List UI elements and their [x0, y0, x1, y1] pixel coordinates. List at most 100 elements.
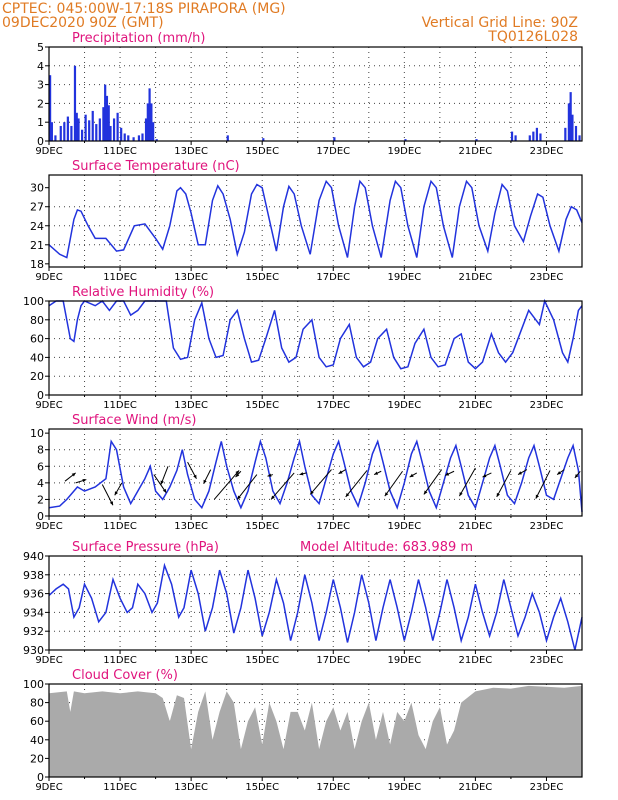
precip-bar	[569, 92, 572, 141]
temp-line	[48, 179, 583, 259]
y-tick-label: 2	[37, 493, 44, 506]
x-tick-label: 21DEC	[459, 272, 493, 283]
wind-arrow-head	[109, 501, 113, 506]
wind-title: Surface Wind (m/s)	[72, 413, 196, 428]
wind-arrow-head	[310, 490, 314, 495]
x-tick-label: 13DEC	[174, 400, 208, 411]
header-grid-line: Vertical Grid Line: 90Z	[422, 15, 578, 31]
pres-panel: 930 932 934 936 938 940 9DEC 11DEC 13DEC 15DEC 17D…	[23, 540, 583, 666]
wind-arrow-head	[267, 473, 272, 477]
wind-arrow	[384, 470, 403, 497]
precip-bar	[104, 84, 107, 141]
wind-arrow-head	[574, 474, 579, 478]
precip-bar	[226, 135, 229, 141]
x-tick-label: 17DEC	[316, 146, 350, 157]
x-tick-label: 15DEC	[245, 655, 279, 666]
temp-panel: 18 21 24 27 30 9DEC 11DEC 13DEC 15DEC 17DEC 19DEC 2…	[30, 159, 583, 283]
x-tick-label: 19DEC	[387, 782, 421, 793]
x-tick-label: 11DEC	[103, 521, 137, 532]
precip-bar	[63, 122, 66, 141]
wind-arrow-head	[271, 495, 275, 500]
precip-bar	[528, 135, 531, 141]
precip-bar	[152, 122, 155, 141]
y-tick-label: 0	[37, 135, 44, 148]
x-tick-label: 15DEC	[245, 782, 279, 793]
wind-arrow-head	[482, 474, 487, 478]
wind-arrow-head	[237, 495, 241, 500]
precip-bar	[539, 133, 542, 141]
precip-bar	[112, 118, 116, 141]
y-tick-label: 0	[37, 771, 44, 784]
x-tick-label: 13DEC	[174, 655, 208, 666]
y-tick-label: 18	[30, 258, 44, 271]
wind-panel: 0 2 4 6 8 10 9DEC 11DEC 13DEC 15DEC 17DEC 19DEC 21DE…	[30, 413, 583, 532]
wind-arrow	[153, 474, 167, 494]
precip-bar	[59, 125, 62, 141]
y-tick-label: 6	[37, 460, 44, 473]
frame	[48, 428, 583, 517]
wind-arrow	[309, 469, 332, 495]
precip-bar	[77, 118, 80, 141]
y-tick-label: 27	[30, 201, 44, 214]
wind-arrow-head	[445, 472, 450, 476]
wind-arrow-head	[71, 472, 76, 477]
precip-bar	[571, 114, 574, 141]
precip-bar	[404, 139, 407, 141]
frame	[48, 555, 583, 651]
precip-bar	[567, 103, 570, 141]
wind-arrow-head	[160, 480, 164, 485]
y-tick-label: 100	[23, 295, 44, 308]
y-tick-label: 8	[37, 444, 44, 457]
y-tick-label: 20	[30, 370, 44, 383]
x-tick-label: 9DEC	[35, 146, 62, 157]
header-location: CPTEC: 045:00W-17:18S PIRAPORA (MG)	[2, 1, 286, 17]
frame	[48, 174, 583, 268]
temp-title: Surface Temperature (nC)	[72, 159, 240, 174]
wind-arrow-head	[409, 473, 414, 478]
x-tick-label: 21DEC	[459, 655, 493, 666]
precip-bar	[127, 135, 130, 141]
wind-arrow-head	[203, 479, 207, 484]
x-tick-label: 15DEC	[245, 400, 279, 411]
precip-bar	[54, 135, 57, 141]
y-tick-label: 30	[30, 182, 44, 195]
cloud-area	[49, 685, 582, 777]
x-tick-label: 21DEC	[459, 782, 493, 793]
y-tick-label: 100	[23, 678, 44, 691]
x-tick-label: 23DEC	[530, 146, 564, 157]
header-code: TQ0126L028	[487, 29, 578, 45]
y-tick-label: 938	[23, 569, 44, 582]
precip-bar	[132, 137, 135, 141]
precip-bar	[102, 107, 105, 141]
x-tick-label: 9DEC	[35, 782, 62, 793]
precip-bar	[510, 131, 514, 141]
x-tick-label: 9DEC	[35, 272, 62, 283]
x-tick-label: 15DEC	[245, 146, 279, 157]
pres-subtitle: Model Altitude: 683.989 m	[300, 540, 473, 555]
precip-bar	[66, 116, 69, 141]
wind-arrow-head	[235, 470, 240, 475]
precip-bar	[49, 75, 52, 141]
precip-bar	[73, 65, 77, 141]
wind-arrow	[496, 470, 512, 498]
frame	[48, 46, 583, 142]
wind-arrow-head	[82, 479, 87, 483]
precip-bar	[475, 139, 478, 141]
precip-bar	[150, 103, 153, 141]
x-tick-label: 15DEC	[245, 521, 279, 532]
wind-arrow	[101, 484, 114, 506]
wind-arrow-head	[345, 493, 350, 497]
precip-bar	[98, 118, 101, 141]
y-tick-label: 21	[30, 239, 44, 252]
x-tick-label: 9DEC	[35, 655, 62, 666]
wind-arrow-head	[496, 492, 500, 497]
wind-arrow-head	[235, 473, 240, 478]
x-tick-label: 19DEC	[387, 272, 421, 283]
precip-bar	[141, 133, 144, 141]
precip-bar	[578, 135, 581, 141]
precip-bar	[535, 127, 539, 141]
x-tick-label: 11DEC	[103, 146, 137, 157]
cloud-panel: 0 20 40 60 80 100 9DEC 11DEC 13DEC 15DEC 17DEC 19DE…	[23, 668, 583, 793]
precip-bar	[574, 125, 578, 141]
